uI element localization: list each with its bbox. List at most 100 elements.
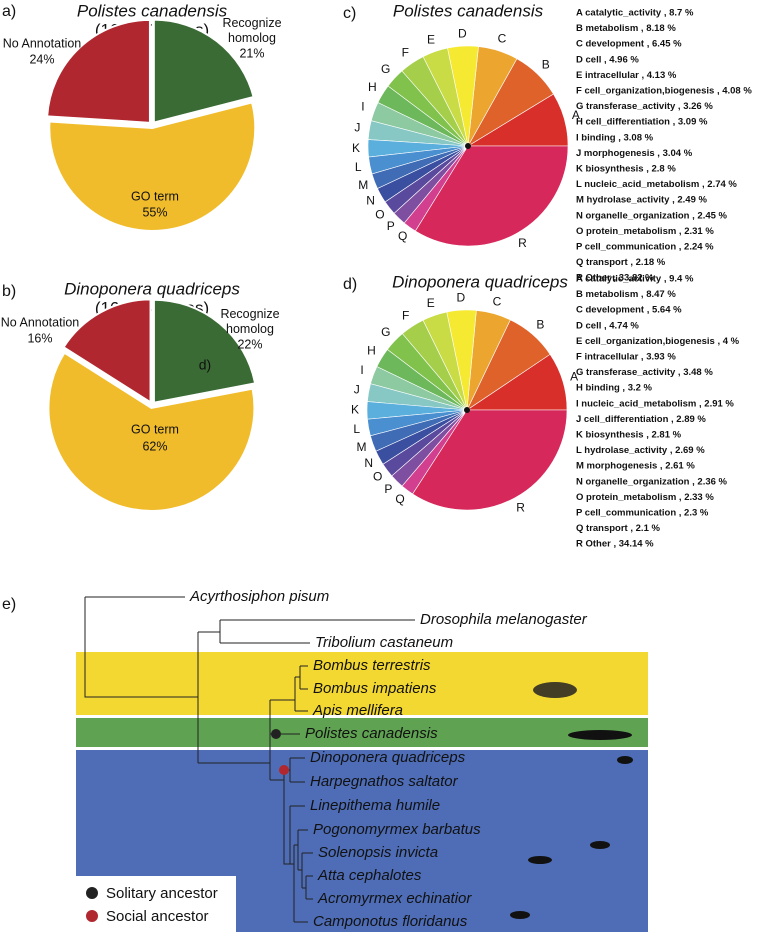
slice-value-label: 55%	[142, 205, 167, 219]
pie-slice	[152, 298, 257, 404]
chart-title: Dinoponera quadriceps	[64, 279, 240, 298]
legend-entry: H cell_differentiation , 3.09 %	[576, 117, 708, 128]
taxon-label: Acromyrmex echinatior	[317, 890, 472, 907]
legend-entry: Q transport , 2.18 %	[576, 257, 666, 268]
slice-letter: A	[572, 108, 580, 122]
legend-entry: A catalytic_activity , 9.4 %	[576, 274, 694, 285]
slice-letter: B	[542, 58, 550, 72]
legend-label: Solitary ancestor	[106, 885, 218, 902]
legend-entry: F cell_organization,biogenesis , 4.08 %	[576, 86, 752, 97]
legend-entry: Q transport , 2.1 %	[576, 523, 660, 534]
legend-label: Social ancestor	[106, 908, 209, 925]
taxon-label: Harpegnathos saltator	[310, 773, 459, 790]
pie-slice	[47, 351, 256, 512]
legend-entry: A catalytic_activity , 8.7 %	[576, 8, 694, 19]
slice-label: No Annotation	[3, 36, 82, 50]
slice-letter: Q	[398, 229, 407, 243]
legend-entry: I binding , 3.08 %	[576, 132, 654, 143]
legend-entry: E cell_organization,biogenesis , 4 %	[576, 336, 740, 347]
slice-letter: B	[536, 318, 544, 332]
slice-value-label: 16%	[27, 331, 52, 345]
slice-letter: H	[367, 344, 376, 358]
legend-entry: F intracellular , 3.93 %	[576, 352, 676, 363]
legend-entry: K biosynthesis , 2.81 %	[576, 430, 682, 441]
panel-label: e)	[2, 596, 16, 613]
taxon-label: Dinoponera quadriceps	[310, 749, 466, 766]
slice-letter: N	[364, 456, 373, 470]
legend-entry: O protein_metabolism , 2.31 %	[576, 226, 714, 237]
taxon-label: Polistes canadensis	[305, 725, 438, 742]
chart-title: Polistes canadensis	[77, 1, 228, 20]
legend-entry: K biosynthesis , 2.8 %	[576, 164, 676, 175]
slice-letter: C	[493, 294, 502, 308]
taxon-label: Atta cephalotes	[317, 867, 422, 884]
panel-label: b)	[2, 283, 16, 300]
slice-letter: C	[498, 31, 507, 45]
taxon-label: Pogonomyrmex barbatus	[313, 821, 481, 838]
taxon-label: Camponotus floridanus	[313, 913, 468, 930]
legend-entry: R Other , 33.82 %	[576, 273, 654, 284]
pie-slice	[46, 18, 151, 124]
pie-slice	[414, 145, 569, 247]
legend-entry: O protein_metabolism , 2.33 %	[576, 492, 714, 503]
slice-letter: O	[375, 207, 384, 221]
slice-letter: D	[456, 290, 465, 304]
legend-entry: I nucleic_acid_metabolism , 2.91 %	[576, 398, 734, 409]
slice-letter: I	[360, 363, 363, 377]
slice-letter: G	[381, 325, 390, 339]
taxon-label: Tribolium castaneum	[315, 634, 453, 651]
solitary-node	[271, 729, 281, 739]
legend-entry: N organelle_organization , 2.45 %	[576, 210, 728, 221]
slice-letter: R	[518, 236, 527, 250]
slice-label: Recognize homolog	[220, 307, 279, 336]
slice-label: No Annotation	[1, 315, 80, 329]
legend-dot	[86, 887, 98, 899]
legend-entry: G transferase_activity , 3.26 %	[576, 101, 713, 112]
slice-letter: L	[353, 422, 360, 436]
taxon-label: Drosophila melanogaster	[420, 611, 588, 628]
taxon-label: Apis mellifera	[312, 702, 403, 719]
legend-entry: J cell_differentiation , 2.89 %	[576, 414, 706, 425]
slice-label: GO term	[131, 189, 179, 203]
slice-letter: K	[351, 403, 359, 417]
taxon-label: Solenopsis invicta	[318, 844, 438, 861]
panel-label: a)	[2, 3, 16, 20]
slice-letter: O	[373, 470, 382, 484]
taxon-label: Linepithema humile	[310, 797, 440, 814]
slice-letter: J	[354, 120, 360, 134]
slice-letter: P	[387, 219, 395, 233]
slice-label: Recognize homolog	[222, 16, 281, 45]
legend-entry: P cell_communication , 2.24 %	[576, 242, 714, 253]
panel-label: d)	[343, 276, 357, 293]
legend-entry: B metabolism , 8.47 %	[576, 289, 676, 300]
legend-entry: L hydrolase_activity , 2.69 %	[576, 445, 705, 456]
pie-slice	[412, 409, 568, 511]
taxon-label: Bombus terrestris	[313, 657, 431, 674]
pie-slice	[62, 298, 152, 405]
social-node	[279, 765, 289, 775]
slice-letter: I	[361, 100, 364, 114]
slice-letter: L	[355, 160, 362, 174]
slice-letter: A	[570, 370, 578, 384]
slice-letter: F	[402, 308, 409, 322]
slice-letter: Q	[395, 492, 404, 506]
legend-entry: R Other , 34.14 %	[576, 539, 654, 550]
legend-entry: B metabolism , 8.18 %	[576, 23, 676, 34]
legend-dot	[86, 910, 98, 922]
slice-letter: G	[381, 62, 390, 76]
slice-letter: E	[427, 32, 435, 46]
tree-branches	[84, 596, 415, 923]
slice-letter: M	[358, 178, 368, 192]
slice-label: GO term	[131, 422, 179, 436]
slice-letter: R	[516, 501, 525, 515]
slice-value-label: 24%	[29, 52, 54, 66]
slice-letter: N	[366, 194, 375, 208]
legend-entry: L nucleic_acid_metabolism , 2.74 %	[576, 179, 737, 190]
pie-center	[465, 143, 471, 149]
legend-entry: P cell_communication , 2.3 %	[576, 508, 709, 519]
legend-entry: M hydrolase_activity , 2.49 %	[576, 195, 708, 206]
legend-entry: J morphogenesis , 3.04 %	[576, 148, 693, 159]
slice-value-label: 62%	[142, 439, 167, 453]
taxon-label: Acyrthosiphon pisum	[189, 588, 329, 605]
